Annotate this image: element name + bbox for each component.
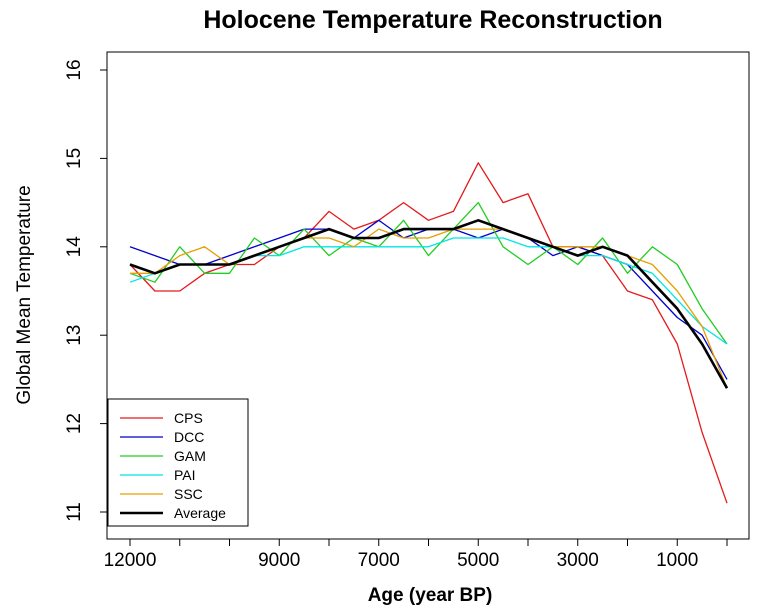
legend-label: SSC [174,486,203,502]
series-layer [129,162,729,504]
x-tick-label: 7000 [358,550,400,571]
x-axis-title: Age (year BP) [368,585,493,606]
x-tick-label: 5000 [457,550,499,571]
legend-box [107,398,249,527]
legend-label: Average [174,505,226,521]
y-tick-label: 12 [64,413,85,434]
x-tick-label: 9000 [258,550,300,571]
x-axis: 12000 9000 7000 5000 3000 1000 [104,538,728,571]
legend-label: PAI [174,467,196,483]
series-line-gam [129,201,728,345]
legend-label: CPS [174,410,203,426]
y-tick-label: 13 [64,325,85,346]
y-tick-label: 11 [64,502,85,522]
y-tick-label: 16 [64,59,85,80]
x-tick-label: 3000 [557,550,599,571]
legend-label: DCC [174,429,204,445]
x-tick-label: 12000 [104,550,157,571]
series-line-average [129,219,729,389]
y-axis-title: Global Mean Temperature [14,185,35,404]
y-tick-label: 14 [64,236,85,258]
y-tick-label: 15 [64,148,85,169]
legend: CPS DCC GAM PAI SSC Average [107,398,249,527]
series-line-dcc [129,219,728,380]
series-line-ssc [130,228,728,389]
y-axis: 11 12 13 14 15 16 [64,59,108,522]
chart-title: Holocene Temperature Reconstruction [203,6,662,34]
legend-label: GAM [174,448,206,464]
x-tick-label: 1000 [656,550,698,571]
series-line-pai [129,237,728,345]
